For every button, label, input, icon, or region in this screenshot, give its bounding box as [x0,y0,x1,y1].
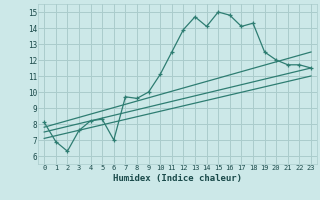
X-axis label: Humidex (Indice chaleur): Humidex (Indice chaleur) [113,174,242,183]
